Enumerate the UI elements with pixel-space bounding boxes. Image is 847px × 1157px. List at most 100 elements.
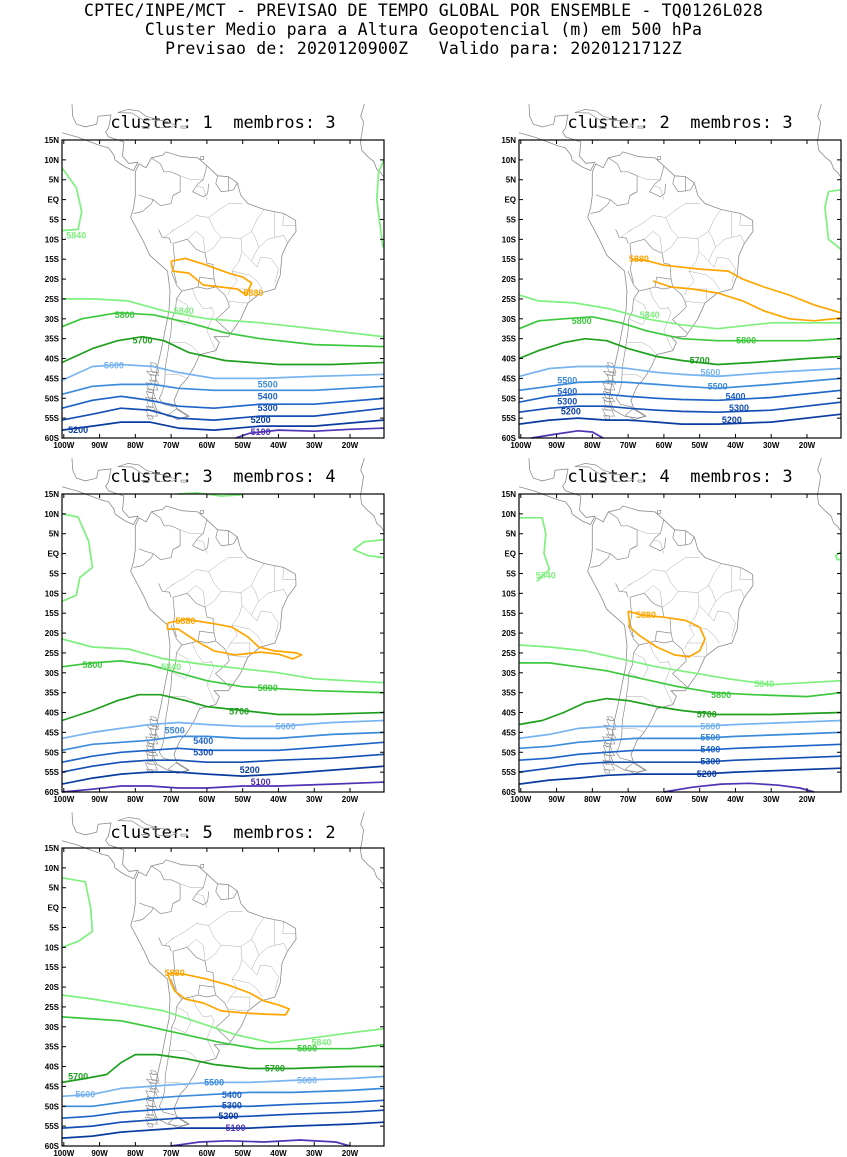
contour-5880 (170, 257, 253, 296)
fjord-island-outline (145, 405, 156, 411)
contour-5840 (518, 294, 841, 330)
lon-label: 60W (656, 441, 673, 450)
lat-label: 15S (502, 255, 517, 264)
lat-label: 5N (49, 530, 59, 539)
contour-label: 5880 (165, 968, 185, 978)
south-america-coastline (587, 151, 754, 419)
country-border (615, 290, 640, 408)
contour-label: 5600 (700, 367, 720, 377)
panel-4-title: cluster: 4 membros: 3 (567, 467, 793, 487)
header-line-3: Previsao de: 2020120900Z Valido para: 20… (165, 39, 682, 58)
contour-label: 5700 (229, 707, 249, 717)
lon-label: 100W (53, 1149, 74, 1157)
central-america-coastline (61, 104, 139, 172)
country-border (133, 199, 154, 214)
country-border (214, 660, 231, 688)
state-border (251, 917, 265, 940)
contour-5600 (518, 719, 842, 740)
contour-label: 5880 (175, 616, 195, 626)
island-outline (140, 834, 150, 837)
state-border (165, 374, 188, 379)
contour-5840 (61, 513, 94, 603)
contour-label: 5840 (66, 230, 86, 240)
state-border (649, 642, 670, 664)
country-border (670, 279, 687, 307)
lat-label: 10N (44, 864, 59, 873)
country-border (654, 286, 673, 290)
contour-5100 (663, 782, 815, 793)
map-frame (518, 493, 842, 793)
lat-label: 35S (45, 335, 60, 344)
country-border (671, 306, 688, 334)
island-outline (154, 828, 178, 837)
lat-label: 5S (49, 216, 59, 225)
south-america-coastline (130, 151, 297, 419)
state-border (282, 213, 296, 226)
contour-label: 5200 (697, 769, 717, 779)
fjord-island-outline (602, 370, 617, 376)
central-america-coastline (61, 458, 139, 526)
contour-5840 (518, 644, 842, 686)
fjord-island-outline (146, 753, 154, 762)
lat-label: 55S (45, 414, 60, 423)
lon-label: 40W (270, 795, 287, 804)
contour-label: 5700 (690, 356, 710, 366)
lon-label: 50W (234, 1149, 251, 1157)
lat-label: 50S (502, 394, 517, 403)
lon-label: 70W (163, 1149, 180, 1157)
state-border (251, 209, 265, 232)
contour-label: 5880 (636, 610, 656, 620)
country-border (138, 191, 181, 206)
contour-label: 5840 (754, 679, 774, 689)
country-border (158, 937, 172, 952)
lat-label: 10S (45, 235, 60, 244)
island-outline (574, 463, 614, 475)
south-america-coastline (130, 859, 297, 1127)
lat-label: 55S (502, 768, 517, 777)
lat-label: EQ (47, 550, 59, 559)
country-border (197, 286, 216, 290)
state-border (206, 306, 217, 351)
contour-5800 (61, 1016, 385, 1050)
contour-label: 5400 (557, 387, 577, 397)
state-border (165, 728, 188, 733)
contour-5880 (631, 258, 842, 314)
country-border (172, 946, 215, 988)
lat-label: 10S (502, 589, 517, 598)
state-border (170, 923, 222, 946)
fjord-island-outline (149, 373, 157, 382)
contour-5600 (61, 719, 385, 740)
lat-label: 45S (45, 728, 60, 737)
lat-label: 50S (45, 394, 60, 403)
state-border (626, 696, 657, 709)
contour-5200 (518, 413, 842, 425)
state-border (273, 565, 276, 592)
country-border (228, 182, 238, 192)
lat-label: 45S (45, 1082, 60, 1091)
fjord-island-outline (145, 724, 160, 730)
state-border (196, 893, 208, 908)
state-border (697, 231, 717, 262)
contour-5840 (61, 994, 385, 1044)
lat-label: 15N (44, 490, 59, 499)
lat-label: 5N (49, 176, 59, 185)
contour-5500 (61, 383, 385, 396)
contour-label: 5800 (258, 683, 278, 693)
lat-label: 45S (502, 728, 517, 737)
state-border (663, 660, 674, 705)
lat-label: 25S (45, 295, 60, 304)
state-border (653, 539, 665, 554)
fjord-island-outline (148, 1087, 160, 1093)
state-border (187, 231, 206, 254)
state-border (649, 288, 670, 310)
lon-label: 70W (620, 441, 637, 450)
country-border (172, 243, 177, 284)
contour-label: 5800 (115, 310, 135, 320)
lat-label: 60S (502, 434, 517, 443)
fjord-island-outline (149, 1072, 160, 1081)
fjord-island-outline (602, 382, 616, 391)
lat-label: 15N (501, 490, 516, 499)
state-border (163, 229, 175, 238)
lon-label: 80W (584, 441, 601, 450)
